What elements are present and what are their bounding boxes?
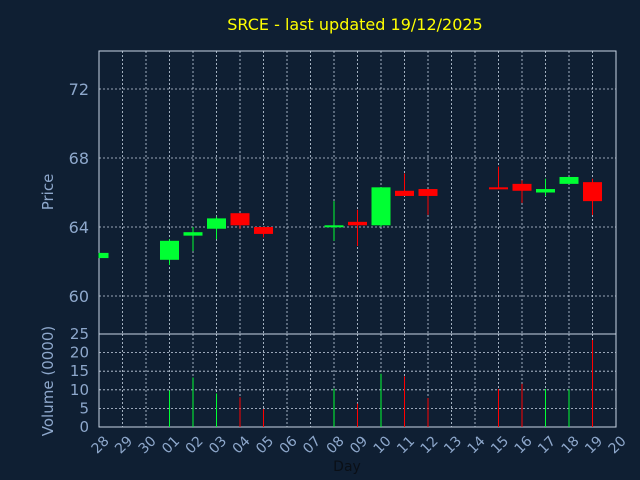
day-axis-label: Day bbox=[333, 459, 361, 475]
candle-body bbox=[371, 187, 391, 226]
volume-bars bbox=[169, 339, 593, 427]
candle-body bbox=[230, 213, 250, 226]
candle-body bbox=[418, 189, 438, 196]
candles bbox=[98, 166, 602, 265]
price-axis-ticks: 60 64 68 72 bbox=[69, 80, 89, 306]
volume-tick-label: 10 bbox=[70, 381, 89, 399]
candle-body bbox=[583, 182, 602, 202]
price-tick-label: 64 bbox=[69, 218, 89, 237]
candle-body bbox=[183, 232, 203, 236]
candle-body bbox=[512, 183, 532, 191]
candle-body bbox=[489, 187, 508, 190]
volume-axis-label: Volume (0000) bbox=[39, 326, 57, 436]
candle-body bbox=[207, 218, 226, 229]
candle-body bbox=[324, 225, 344, 228]
price-axis-label: Price bbox=[39, 174, 57, 211]
volume-tick-label: 25 bbox=[70, 325, 89, 343]
candle-body bbox=[395, 190, 414, 196]
candle-body bbox=[160, 240, 179, 260]
volume-tick-label: 5 bbox=[79, 399, 89, 417]
candle-body bbox=[99, 252, 109, 259]
candle-body bbox=[254, 227, 273, 234]
price-panel: 60 64 68 72 Price bbox=[39, 50, 617, 335]
candle-body bbox=[559, 176, 579, 184]
volume-tick-label: 15 bbox=[70, 362, 89, 380]
day-axis-ticks: 28 29 30 01 02 03 04 05 06 07 08 09 10 11 12 13 14 15 16 17… bbox=[89, 433, 630, 457]
chart-title: SRCE - last updated 19/12/2025 bbox=[227, 15, 482, 34]
candle-body bbox=[348, 221, 367, 226]
volume-tick-label: 0 bbox=[79, 418, 89, 436]
price-tick-label: 72 bbox=[69, 80, 89, 99]
volume-tick-label: 20 bbox=[70, 344, 89, 362]
candle-body bbox=[536, 189, 555, 193]
price-tick-label: 68 bbox=[69, 149, 89, 168]
price-tick-label: 60 bbox=[69, 287, 89, 306]
